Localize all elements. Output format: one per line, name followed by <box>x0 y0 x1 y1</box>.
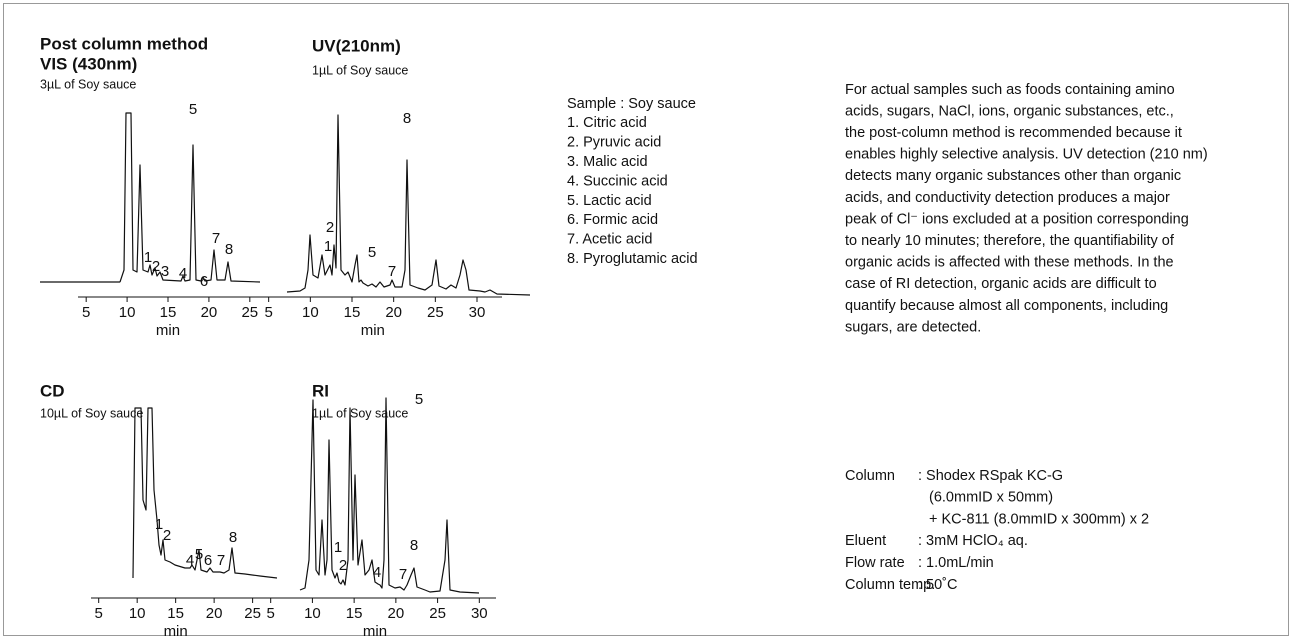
x-tick-label: 15 <box>160 304 177 321</box>
sample-item: 5. Lactic acid <box>567 193 652 209</box>
x-tick-label: 20 <box>206 605 223 622</box>
description-line: the post-column method is recommended be… <box>845 125 1182 141</box>
peak-label: 4 <box>373 564 381 581</box>
peak-label: 1 <box>334 539 342 556</box>
x-tick-label: 25 <box>244 605 261 622</box>
panel-title: RI <box>312 381 329 400</box>
sample-item: 1. Citric acid <box>567 115 647 131</box>
peak-label: 5 <box>195 546 203 563</box>
peak-label: 2 <box>152 258 160 275</box>
sample-item: 6. Formic acid <box>567 212 658 228</box>
description-line: sugars, are detected. <box>845 319 981 335</box>
x-tick-label: 25 <box>241 304 258 321</box>
x-tick-label: 5 <box>267 605 275 622</box>
peak-label: 8 <box>403 110 411 127</box>
panel-subtitle: 10µL of Soy sauce <box>40 406 143 420</box>
x-tick-label: 10 <box>129 605 146 622</box>
peak-label: 4 <box>179 265 187 282</box>
condition-label: Flow rate <box>845 555 905 571</box>
peak-label: 8 <box>229 529 237 546</box>
x-tick-label: 15 <box>346 605 363 622</box>
chromatogram-trace <box>132 407 278 579</box>
peak-label: 8 <box>225 241 233 258</box>
x-tick-label: 25 <box>429 605 446 622</box>
x-tick-label: 15 <box>167 605 184 622</box>
peak-label: 1 <box>144 249 152 266</box>
condition-value: : 50˚C <box>918 577 958 593</box>
panel-subtitle: 1µL of Soy sauce <box>312 63 408 77</box>
sample-item: 2. Pyruvic acid <box>567 135 661 151</box>
peak-label: 6 <box>204 552 212 569</box>
description-line: detects many organic substances other th… <box>845 168 1181 184</box>
chromatogram-trace <box>40 112 261 283</box>
description-line: peak of Cl⁻ ions excluded at a position … <box>845 211 1189 227</box>
x-tick-label: 30 <box>471 605 488 622</box>
x-axis-label: min <box>363 623 387 639</box>
frame <box>3 3 1289 636</box>
description-line: quantify because almost all components, … <box>845 298 1168 314</box>
chromatogram-trace <box>286 114 531 296</box>
x-axis-label: min <box>361 322 385 339</box>
description-line: to nearly 10 minutes; therefore, the qua… <box>845 233 1175 249</box>
peak-label: 7 <box>212 230 220 247</box>
panel-title: VIS (430nm) <box>40 54 137 73</box>
panel-subtitle: 3µL of Soy sauce <box>40 77 136 91</box>
description-line: case of RI detection, organic acids are … <box>845 276 1157 292</box>
condition-value: (6.0mmID x 50mm) <box>929 490 1053 506</box>
condition-label: Eluent <box>845 533 886 549</box>
sample-item: 3. Malic acid <box>567 154 648 170</box>
peak-label: 7 <box>217 552 225 569</box>
x-tick-label: 10 <box>304 605 321 622</box>
panel-title: UV(210nm) <box>312 36 401 55</box>
peak-label: 7 <box>388 263 396 280</box>
peak-label: 7 <box>399 566 407 583</box>
x-tick-label: 5 <box>82 304 90 321</box>
peak-label: 6 <box>200 273 208 290</box>
condition-value: : Shodex RSpak KC-G <box>918 468 1063 484</box>
peak-label: 2 <box>339 557 347 574</box>
x-tick-label: 5 <box>95 605 103 622</box>
condition-label: Column <box>845 468 895 484</box>
x-axis-label: min <box>156 322 180 339</box>
description-line: acids, and conductivity detection produc… <box>845 190 1170 206</box>
peak-label: 8 <box>410 537 418 554</box>
peak-label: 1 <box>155 516 163 533</box>
peak-label: 4 <box>186 552 194 569</box>
peak-label: 5 <box>189 101 197 118</box>
condition-value: + KC-811 (8.0mmID x 300mm) x 2 <box>929 511 1149 527</box>
x-tick-label: 15 <box>344 304 361 321</box>
sample-item: 4. Succinic acid <box>567 173 668 189</box>
sample-item: 8. Pyroglutamic acid <box>567 251 698 267</box>
panel-title: Post column method <box>40 34 208 53</box>
x-axis-label: min <box>164 623 188 639</box>
x-tick-label: 20 <box>388 605 405 622</box>
peak-label: 3 <box>161 263 169 280</box>
x-tick-label: 10 <box>119 304 136 321</box>
sample-item: 7. Acetic acid <box>567 232 652 248</box>
peak-label: 2 <box>163 527 171 544</box>
condition-label: Column temp. <box>845 577 935 593</box>
sample-item: Sample : Soy sauce <box>567 96 696 112</box>
x-tick-label: 5 <box>264 304 272 321</box>
chromatogram-trace <box>299 397 480 594</box>
x-tick-label: 20 <box>201 304 218 321</box>
description-line: acids, sugars, NaCl, ions, organic subst… <box>845 103 1174 119</box>
panel-title: CD <box>40 381 65 400</box>
panel-subtitle: 1µL of Soy sauce <box>312 406 408 420</box>
description-line: For actual samples such as foods contain… <box>845 82 1175 98</box>
peak-label: 5 <box>415 391 423 408</box>
condition-value: : 3mM HClO₄ aq. <box>918 533 1028 549</box>
condition-value: : 1.0mL/min <box>918 555 994 571</box>
x-tick-label: 20 <box>385 304 402 321</box>
peak-label: 2 <box>326 219 334 236</box>
x-tick-label: 10 <box>302 304 319 321</box>
peak-label: 5 <box>368 244 376 261</box>
x-tick-label: 25 <box>427 304 444 321</box>
description-line: organic acids is affected with these met… <box>845 255 1174 271</box>
x-tick-label: 30 <box>469 304 486 321</box>
peak-label: 1 <box>324 238 332 255</box>
description-line: enables highly selective analysis. UV de… <box>845 147 1208 163</box>
